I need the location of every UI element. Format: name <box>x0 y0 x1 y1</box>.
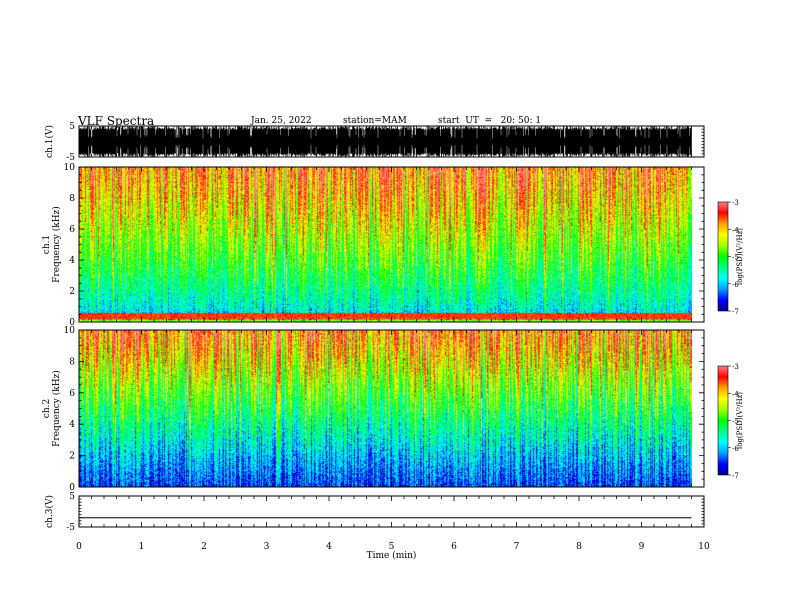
ch1-waveform-ytick-label: 5 <box>69 122 75 132</box>
ch1-spectrogram-ytick-label: 4 <box>69 256 75 266</box>
colorbar-tick-label: -7 <box>732 472 739 480</box>
colorbar-tick-label: -3 <box>732 363 739 371</box>
colorbar-tick-label: -6 <box>732 281 739 289</box>
ch2-spectrogram-ylabel-freq: Frequency (kHz) <box>51 370 62 447</box>
ch1-spectrogram-ytick-label: 10 <box>64 163 76 173</box>
x-tick-label: 6 <box>451 542 457 552</box>
ch2-spectrogram-ytick-label: 6 <box>69 389 75 399</box>
ch1-spectrogram-ytick-label: 2 <box>69 287 75 297</box>
x-tick-label: 7 <box>514 542 520 552</box>
ch3-waveform-ytick-label: -5 <box>66 523 75 533</box>
ch1-spectrogram-ytick-label: 8 <box>69 194 75 204</box>
colorbar-tick-label: -7 <box>732 308 739 316</box>
colorbar-tick-label: -3 <box>732 199 739 207</box>
x-tick-label: 3 <box>264 542 270 552</box>
ch1-spectrogram-ytick-label: 0 <box>69 318 75 328</box>
start-time-label: start UT = 20: 50: 1 <box>438 116 542 126</box>
station-label: station=MAM <box>343 116 407 126</box>
x-tick-label: 10 <box>698 542 710 552</box>
x-tick-label: 5 <box>389 542 395 552</box>
ch1-spectrogram-ytick-label: 6 <box>69 225 75 235</box>
ch1-spectrogram-ylabel: ch.1 <box>42 235 52 254</box>
colorbar-layer: -3 -4 -5 -6 -7 log(PSD)(V²/Hz) -3 -4 -5 -6 -7 log(P… <box>717 199 744 480</box>
colorbar-tick-label: -5 <box>732 254 739 262</box>
ch1-waveform-ticks <box>78 125 705 158</box>
x-tick-label: 4 <box>326 542 332 552</box>
date-label: Jan. 25, 2022 <box>251 116 312 126</box>
x-tick-label: 9 <box>639 542 645 552</box>
ch2-spectrogram-ticks <box>78 329 705 488</box>
x-tick-label: 1 <box>139 542 145 552</box>
ch1-spectrogram-image <box>79 167 692 322</box>
ch2-spectrogram-ytick-label: 10 <box>64 326 76 336</box>
ch2-spectrogram-ytick-label: 4 <box>69 420 75 430</box>
x-axis-label: Time (min) <box>367 550 417 561</box>
ch1-waveform-ytick-label: -5 <box>66 153 75 163</box>
ch3-waveform-ticks <box>78 495 705 528</box>
spectrogram-layer <box>79 167 692 487</box>
ch3-waveform-ytick-label: 5 <box>69 492 75 502</box>
ch1-waveform-ylabel: ch.1(V) <box>44 125 55 158</box>
ch2-spectrogram-ytick-label: 8 <box>69 357 75 367</box>
colorbar-tick-label: -4 <box>732 390 739 398</box>
x-tick-label: 8 <box>576 542 582 552</box>
x-tick-label: 2 <box>201 542 207 552</box>
figure-title: VLF Spectra <box>78 114 155 128</box>
ch1-spectrogram-colorbar-label: log(PSD)(V²/Hz) <box>736 228 744 285</box>
ch2-spectrogram-image <box>79 330 692 487</box>
ch1-spectrogram-colorbar <box>717 201 729 312</box>
ch2-spectrogram-colorbar-label: log(PSD)(V²/Hz) <box>736 392 744 449</box>
colorbar-tick-label: -5 <box>732 418 739 426</box>
ch1-spectrogram-ylabel-freq: Frequency (kHz) <box>51 206 62 283</box>
colorbar-tick-label: -6 <box>732 445 739 453</box>
ch1-spectrogram-ticks <box>78 166 705 323</box>
ch2-spectrogram-ylabel: ch.2 <box>42 399 52 418</box>
colorbar-tick-label: -4 <box>732 226 739 234</box>
ch2-spectrogram-ytick-label: 2 <box>69 452 75 462</box>
ch2-spectrogram-ytick-label: 0 <box>69 483 75 493</box>
ch3-waveform-ylabel: ch.3(V) <box>44 495 55 528</box>
ch2-spectrogram-colorbar <box>717 365 729 476</box>
x-tick-label: 0 <box>76 542 82 552</box>
ch1-waveform-trace <box>79 126 692 157</box>
